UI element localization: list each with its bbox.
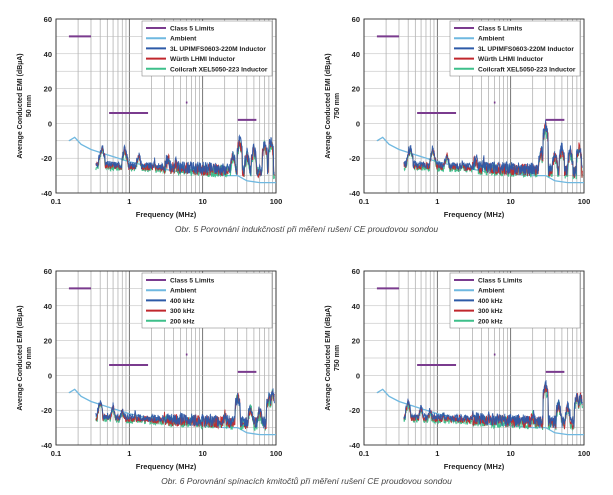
legend-label: Class 5 Limits [478, 26, 523, 33]
legend-label: 200 kHz [170, 318, 195, 325]
y-axis-label: Average Conducted EMI (dBµA) [325, 53, 332, 158]
y-tick-label: -40 [41, 189, 52, 198]
y-tick-label: 0 [48, 119, 52, 128]
plot-frame [55, 18, 277, 194]
x-tick-label: 10 [198, 449, 206, 458]
plot-frame [363, 18, 585, 194]
legend-label: 400 kHz [170, 298, 195, 305]
legend-label: 300 kHz [478, 308, 503, 315]
y-tick-label: -20 [41, 406, 52, 415]
y-tick-label: -20 [41, 154, 52, 163]
chart-panel-4: 60 40 20 0 -20 -40 0.1 1 10 100 Frequency (MHz) Ave… [308, 257, 608, 492]
series-2-line [95, 390, 275, 430]
y-tick-label: 60 [44, 267, 52, 276]
x-axis-label: Frequency (MHz) [136, 462, 197, 471]
plot-frame [363, 270, 585, 446]
legend-label: Class 5 Limits [170, 26, 215, 33]
chart-svg: 60 40 20 0 -20 -400.1 1 10 100 Frequency (MHz) Ave… [17, 267, 283, 471]
series-1-line [403, 380, 583, 429]
plot-area [68, 134, 276, 184]
y-tick-label: -20 [349, 406, 360, 415]
legend-label: 400 kHz [478, 298, 503, 305]
x-tick-label: 1 [127, 197, 131, 206]
y-tick-label: 40 [44, 50, 52, 59]
y-tick-label: -40 [349, 189, 360, 198]
y-tick-label: 40 [44, 302, 52, 311]
x-tick-label: 0.1 [51, 197, 61, 206]
y-tick-label: -20 [349, 154, 360, 163]
y-tick-label: 20 [352, 85, 360, 94]
legend-label: Ambient [478, 288, 505, 295]
x-tick-label: 0.1 [51, 449, 61, 458]
plot-area [68, 388, 276, 436]
x-tick-label: 100 [578, 197, 591, 206]
figure-caption-5: Obr. 5 Porovnání indukčností při měření … [174, 224, 439, 234]
y-tick-label: -40 [41, 441, 52, 450]
legend-label: Würth LHMI Inductor [478, 56, 544, 63]
legend-label: Ambient [170, 36, 197, 43]
x-axis-label: Frequency (MHz) [444, 462, 505, 471]
x-tick-label: 1 [435, 197, 439, 206]
legend-label: Class 5 Limits [478, 278, 523, 285]
x-tick-label: 0.1 [359, 197, 369, 206]
series-1-line [403, 119, 583, 177]
y-tick-label: 60 [352, 15, 360, 24]
chart-panel-1: 60 40 20 0 -20 -40 0.1 1 10 100 Frequency (MHz) Ave… [0, 5, 300, 240]
y-axis-sublabel: 750 mm [334, 345, 341, 371]
chart-panel-2: 60 40 20 0 -20 -40 0.1 1 10 100 Frequency (MHz) Ave… [308, 5, 608, 240]
legend-label: Class 5 Limits [170, 278, 215, 285]
chart-svg: 60 40 20 0 -20 -400.1 1 10 100 Frequency (MHz) Ave… [17, 15, 283, 219]
y-tick-label: 40 [352, 50, 360, 59]
legend-label: Würth LHMI Inductor [170, 56, 236, 63]
x-tick-label: 10 [198, 197, 206, 206]
legend-label: 3L UPIMFS0603-220M Inductor [478, 46, 574, 53]
legend-label: Coilcraft XEL5050-223 Inductor [170, 66, 268, 73]
legend-label: 300 kHz [170, 308, 195, 315]
series-1-line [95, 388, 275, 429]
y-tick-label: 0 [356, 371, 360, 380]
y-axis-label: Average Conducted EMI (dBµA) [325, 305, 332, 410]
x-tick-label: 1 [435, 449, 439, 458]
chart-panel-3: 60 40 20 0 -20 -40 0.1 1 10 100 Frequency (MHz) Ave… [0, 257, 300, 492]
y-tick-label: 20 [44, 337, 52, 346]
legend: Class 5 Limits Ambient 3L UPIMFS0603-220M … [141, 20, 273, 77]
legend-label: 200 kHz [478, 318, 503, 325]
x-tick-label: 10 [506, 449, 514, 458]
plot-area [376, 380, 584, 436]
legend-label: Ambient [478, 36, 505, 43]
legend: Class 5 Limits Ambient 3L UPIMFS0603-220M … [449, 20, 581, 77]
series-1-line [95, 134, 275, 178]
legend: Class 5 Limits Ambient 400 kHz 300 kHz 200 k… [141, 272, 273, 329]
chart-svg: 60 40 20 0 -20 -400.1 1 10 100 Frequency (MHz) Ave… [325, 267, 591, 471]
figure-caption-6: Obr. 6 Porovnání spínacích kmitočtů při … [161, 476, 452, 486]
x-tick-label: 10 [506, 197, 514, 206]
y-axis-sublabel: 750 mm [334, 93, 341, 119]
x-tick-label: 1 [127, 449, 131, 458]
legend-label: Ambient [170, 288, 197, 295]
y-tick-label: 60 [352, 267, 360, 276]
y-tick-label: -40 [349, 441, 360, 450]
y-tick-label: 60 [44, 15, 52, 24]
x-tick-label: 100 [270, 449, 283, 458]
y-axis-sublabel: 50 mm [26, 95, 33, 117]
y-axis-label: Average Conducted EMI (dBµA) [17, 305, 24, 410]
y-tick-label: 0 [48, 371, 52, 380]
y-axis-label: Average Conducted EMI (dBµA) [17, 53, 24, 158]
plot-frame [55, 270, 277, 446]
y-tick-label: 40 [352, 302, 360, 311]
y-tick-label: 20 [352, 337, 360, 346]
y-tick-label: 0 [356, 119, 360, 128]
legend-label: 3L UPIMFS0603-220M Inductor [170, 46, 266, 53]
x-axis-label: Frequency (MHz) [136, 210, 197, 219]
x-tick-label: 0.1 [359, 449, 369, 458]
y-axis-sublabel: 50 mm [26, 347, 33, 369]
legend: Class 5 Limits Ambient 400 kHz 300 kHz 200 k… [449, 272, 581, 329]
chart-svg: 60 40 20 0 -20 -400.1 1 10 100 Frequency (MHz) Ave… [325, 15, 591, 219]
x-tick-label: 100 [578, 449, 591, 458]
y-tick-label: 20 [44, 85, 52, 94]
plot-area [376, 119, 584, 184]
legend-label: Coilcraft XEL5050-223 Inductor [478, 66, 576, 73]
x-tick-label: 100 [270, 197, 283, 206]
x-axis-label: Frequency (MHz) [444, 210, 505, 219]
